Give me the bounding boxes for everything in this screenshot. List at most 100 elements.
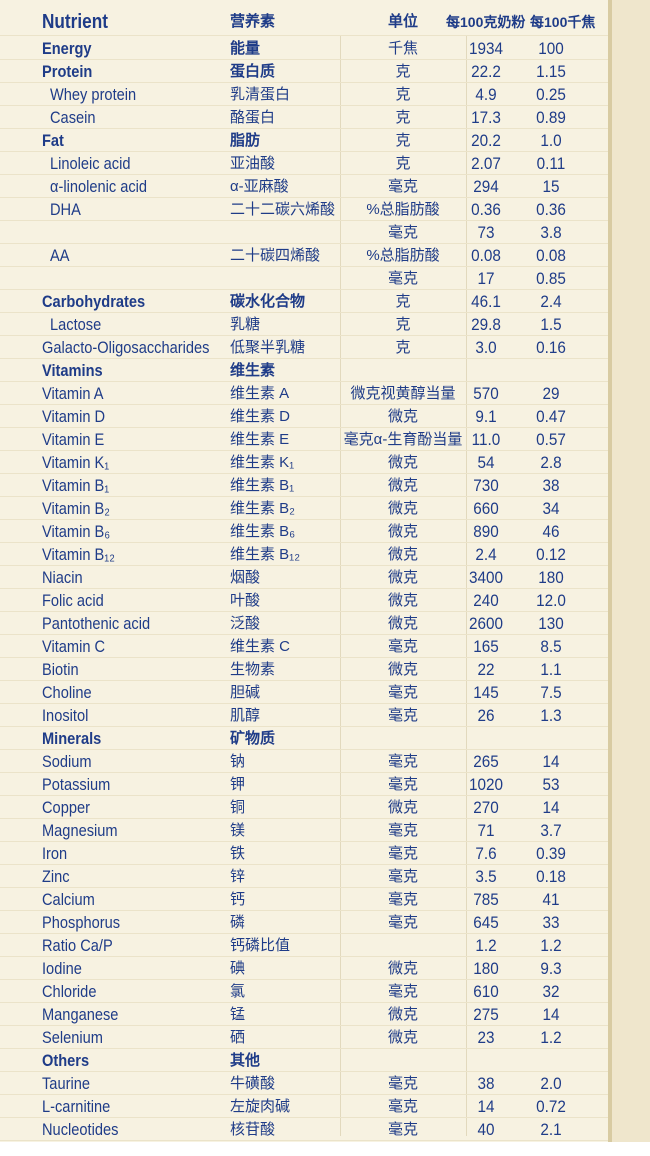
nutrient-name: Phosphorus (42, 913, 121, 932)
unit: 毫克 (387, 638, 418, 655)
nutrient-name: Vitamin A (42, 384, 104, 403)
unit: 毫克 (387, 1121, 418, 1138)
per-100g: 17 (477, 269, 495, 288)
per-100kj: 180 (538, 568, 564, 587)
chinese-name: 胆碱 (230, 684, 261, 701)
chinese-name: 镁 (230, 822, 246, 839)
per-100g: 23 (477, 1028, 495, 1047)
nutrient-name: Minerals (42, 729, 102, 748)
header-cell: Nutrient (42, 11, 108, 33)
per-100g: 11.0 (471, 430, 501, 449)
per-100g: 17.3 (471, 108, 501, 127)
per-100kj: 0.18 (536, 867, 566, 886)
nutrient-name: Protein (42, 62, 93, 81)
table-row: Minerals 矿物质 (0, 727, 608, 750)
per-100kj: 1.0 (540, 131, 562, 150)
column-divider (466, 36, 467, 1136)
table-row: α-linolenic acid α-亚麻酸 毫克 294 15 (0, 175, 608, 198)
per-100kj: 0.72 (536, 1097, 566, 1116)
header-cell: 每100克奶粉 (446, 14, 526, 30)
table-row: Vitamin B₂ 维生素 B₂ 微克 660 34 (0, 497, 608, 520)
per-100kj: 12.0 (536, 591, 566, 610)
table-row: Linoleic acid 亚油酸 克 2.07 0.11 (0, 152, 608, 175)
unit: 毫克 (387, 270, 418, 287)
nutrient-name: Iodine (42, 959, 82, 978)
unit: 微克 (387, 960, 418, 977)
unit: 毫克 (387, 891, 418, 908)
unit: 微克 (387, 615, 418, 632)
per-100kj: 15 (542, 177, 560, 196)
per-100g: 1934 (468, 39, 504, 58)
per-100g: 7.6 (475, 844, 497, 863)
chinese-name: 泛酸 (230, 615, 261, 632)
per-100g: 570 (473, 384, 499, 403)
table-row: Magnesium 镁 毫克 71 3.7 (0, 819, 608, 842)
per-100kj: 0.89 (536, 108, 566, 127)
chinese-name: 锰 (230, 1006, 246, 1023)
per-100g: 275 (473, 1005, 499, 1024)
per-100g: 40 (477, 1120, 495, 1139)
per-100g: 3.0 (475, 338, 497, 357)
per-100g: 890 (473, 522, 499, 541)
per-100g: 294 (473, 177, 499, 196)
per-100g: 38 (477, 1074, 495, 1093)
per-100g: 645 (473, 913, 499, 932)
nutrient-name: Sodium (42, 752, 92, 771)
per-100kj: 3.7 (540, 821, 562, 840)
page-margin (612, 0, 650, 1142)
per-100g: 2600 (468, 614, 504, 633)
per-100kj: 0.39 (536, 844, 566, 863)
table-row: L-carnitine 左旋肉碱 毫克 14 0.72 (0, 1095, 608, 1118)
nutrient-name: Others (42, 1051, 90, 1070)
per-100kj: 41 (542, 890, 560, 909)
nutrient-name: Ratio Ca/P (42, 936, 113, 955)
per-100kj: 0.12 (536, 545, 566, 564)
per-100g: 270 (473, 798, 499, 817)
table-row: Niacin 烟酸 微克 3400 180 (0, 566, 608, 589)
nutrient-name: Zinc (42, 867, 70, 886)
chinese-name: 乳清蛋白 (230, 86, 291, 103)
table-row: Vitamin C 维生素 C 毫克 165 8.5 (0, 635, 608, 658)
nutrient-name: Vitamin C (42, 637, 106, 656)
header-row: Nutrient 营养素 单位 每100克奶粉 每100千焦 (0, 8, 608, 36)
chinese-name: 碘 (230, 960, 246, 977)
chinese-name: 铁 (230, 845, 246, 862)
nutrient-name: Copper (42, 798, 90, 817)
per-100kj: 38 (542, 476, 560, 495)
unit: 克 (395, 316, 411, 333)
table-row: Vitamin D 维生素 D 微克 9.1 0.47 (0, 405, 608, 428)
per-100kj: 1.1 (540, 660, 562, 679)
chinese-name: 维生素 K₁ (230, 454, 295, 471)
chinese-name: 脂肪 (230, 132, 261, 149)
per-100g: 14 (477, 1097, 495, 1116)
table-row: Vitamins 维生素 (0, 359, 608, 382)
header-cell: 每100千焦 (530, 14, 596, 30)
nutrient-name: Vitamins (42, 361, 103, 380)
chinese-name: 维生素 B₆ (230, 523, 296, 540)
table-row: Ratio Ca/P 钙磷比值 1.2 1.2 (0, 934, 608, 957)
chinese-name: 二十二碳六烯酸 (230, 201, 336, 218)
table-row: 毫克 17 0.85 (0, 267, 608, 290)
chinese-name: 维生素 A (230, 385, 290, 402)
unit: %总脂肪酸 (366, 247, 440, 264)
column-divider (340, 36, 341, 1136)
nutrient-name: AA (50, 246, 70, 265)
chinese-name: 蛋白质 (230, 63, 276, 80)
unit: 克 (395, 86, 411, 103)
per-100g: 3.5 (475, 867, 497, 886)
per-100kj: 100 (538, 39, 564, 58)
chinese-name: 碳水化合物 (230, 293, 306, 310)
per-100g: 71 (477, 821, 495, 840)
table-row: Vitamin E 维生素 E 毫克α-生育酚当量 11.0 0.57 (0, 428, 608, 451)
per-100kj: 0.16 (536, 338, 566, 357)
chinese-name: 核苷酸 (230, 1121, 276, 1138)
table-row: Whey protein 乳清蛋白 克 4.9 0.25 (0, 83, 608, 106)
table-row: Protein 蛋白质 克 22.2 1.15 (0, 60, 608, 83)
per-100kj: 9.3 (540, 959, 562, 978)
table-row: Nucleotides 核苷酸 毫克 40 2.1 (0, 1118, 608, 1141)
per-100g: 785 (473, 890, 499, 909)
per-100g: 2.4 (475, 545, 497, 564)
per-100kj: 0.11 (536, 154, 566, 173)
unit: 毫克 (387, 224, 418, 241)
